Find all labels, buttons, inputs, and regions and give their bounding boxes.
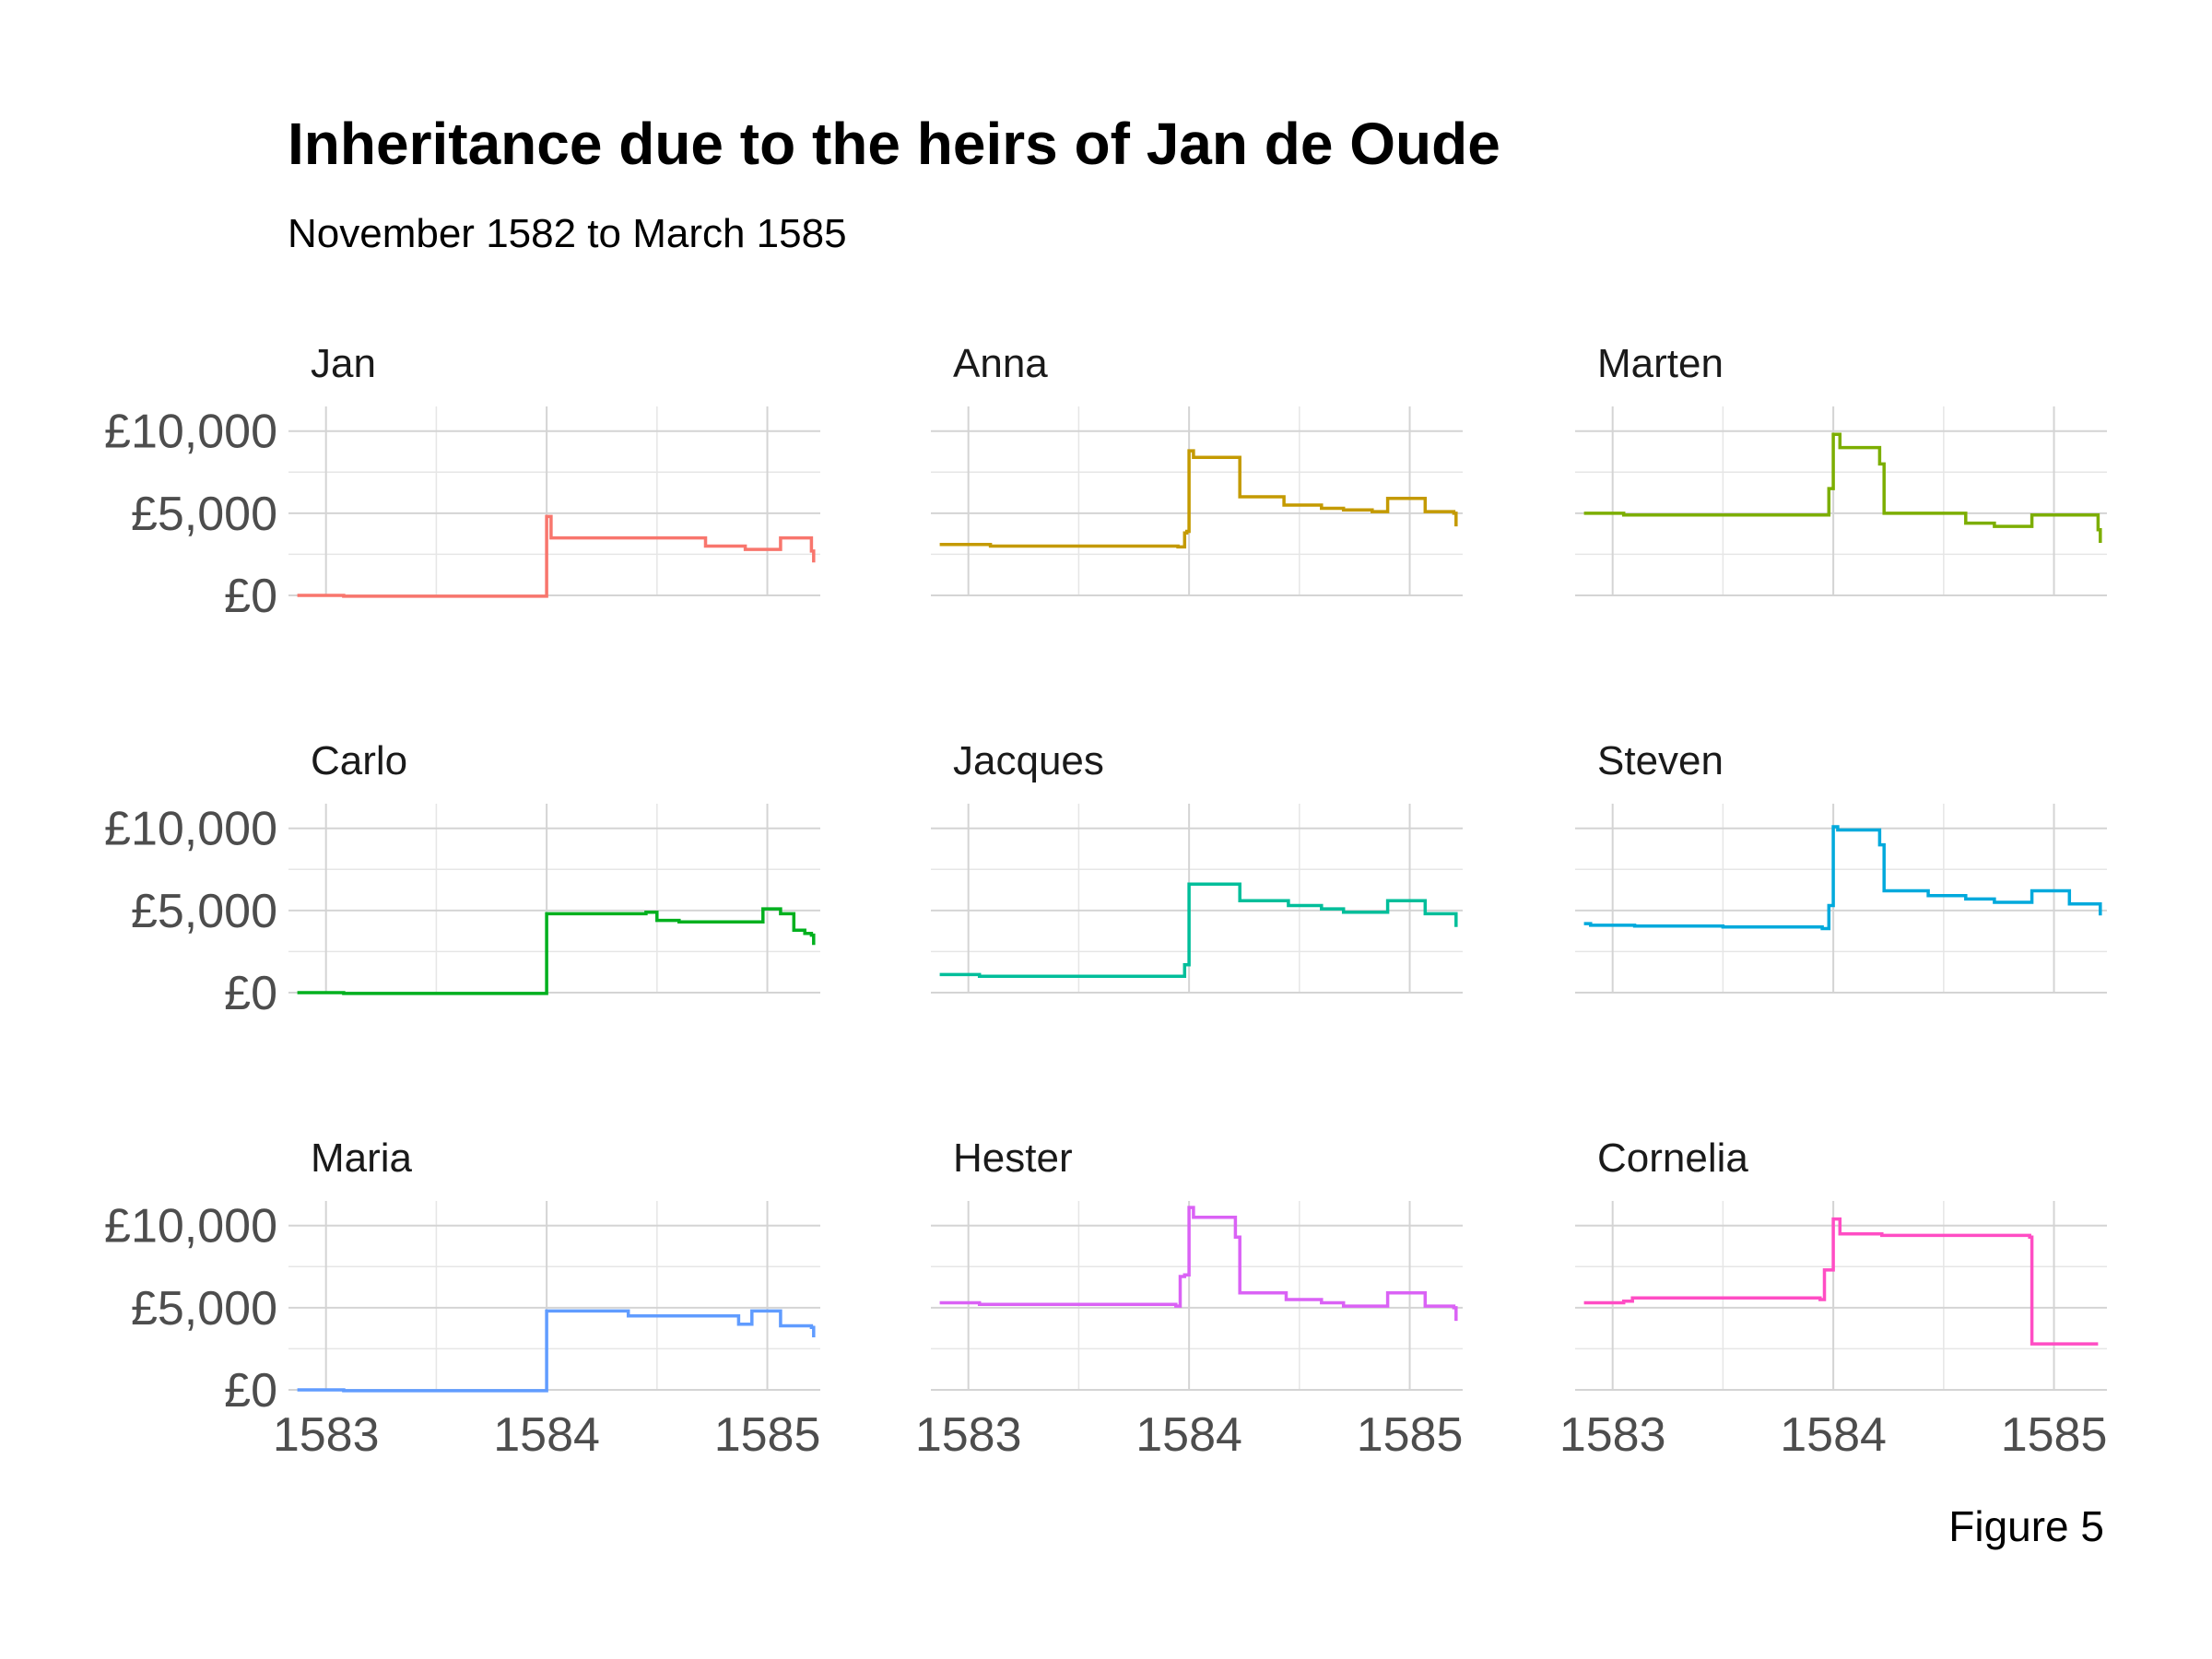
x-tick-label: 1585 bbox=[2001, 1408, 2108, 1462]
facet-panel-carlo: Carlo £0 £5,000 £10,000 bbox=[104, 738, 820, 1020]
series-line-carlo bbox=[297, 907, 816, 995]
series-line-maria bbox=[297, 1309, 816, 1393]
facet-label: Jan bbox=[311, 341, 376, 386]
facet-label: Marten bbox=[1597, 341, 1724, 386]
facet-panel-hester: Hester 1583 1584 1585 bbox=[915, 1135, 1464, 1462]
y-tick-label: £0 bbox=[224, 570, 277, 623]
facet-label: Maria bbox=[311, 1135, 413, 1181]
facet-panel-anna: Anna bbox=[931, 341, 1463, 596]
series-line-jacques bbox=[939, 882, 1458, 978]
facet-label: Cornelia bbox=[1597, 1135, 1748, 1181]
facet-panel-jacques: Jacques bbox=[931, 738, 1463, 994]
x-tick-label: 1583 bbox=[915, 1408, 1022, 1462]
series-line-steven bbox=[1583, 825, 2102, 931]
facet-label: Hester bbox=[953, 1135, 1073, 1181]
series-line-jan bbox=[297, 514, 816, 598]
x-tick-label: 1584 bbox=[1780, 1408, 1887, 1462]
x-tick-label: 1584 bbox=[493, 1408, 600, 1462]
facet-panels: Jan £0 £5,000 £10,000 Anna Marten Carlo £0 £5,00… bbox=[104, 341, 2107, 1462]
series-line-cornelia bbox=[1583, 1217, 2099, 1346]
facet-label: Steven bbox=[1597, 738, 1724, 783]
series-line-marten bbox=[1583, 432, 2102, 543]
y-tick-label: £0 bbox=[224, 967, 277, 1020]
y-tick-label: £5,000 bbox=[131, 1282, 277, 1335]
facet-panel-maria: Maria £0 £5,000 £10,000 1583 1584 1585 bbox=[104, 1135, 820, 1462]
y-tick-label: £0 bbox=[224, 1364, 277, 1418]
facet-panel-steven: Steven bbox=[1575, 738, 2107, 994]
y-tick-label: £5,000 bbox=[131, 885, 277, 938]
x-tick-label: 1585 bbox=[714, 1408, 821, 1462]
facet-panel-cornelia: Cornelia 1583 1584 1585 bbox=[1559, 1135, 2108, 1462]
chart-subtitle: November 1582 to March 1585 bbox=[288, 211, 847, 256]
series-line-anna bbox=[939, 449, 1458, 549]
x-tick-label: 1583 bbox=[273, 1408, 380, 1462]
x-tick-label: 1585 bbox=[1357, 1408, 1464, 1462]
facet-panel-marten: Marten bbox=[1575, 341, 2107, 596]
facet-label: Jacques bbox=[953, 738, 1104, 783]
figure-caption: Figure 5 bbox=[1948, 1502, 2104, 1550]
y-tick-label: £10,000 bbox=[104, 406, 277, 459]
x-tick-label: 1583 bbox=[1559, 1408, 1666, 1462]
chart-title: Inheritance due to the heirs of Jan de O… bbox=[288, 111, 1500, 177]
facet-label: Carlo bbox=[311, 738, 407, 783]
x-tick-label: 1584 bbox=[1135, 1408, 1242, 1462]
y-tick-label: £5,000 bbox=[131, 488, 277, 541]
y-tick-label: £10,000 bbox=[104, 803, 277, 856]
series-line-hester bbox=[939, 1206, 1458, 1322]
facet-panel-jan: Jan £0 £5,000 £10,000 bbox=[104, 341, 820, 623]
y-tick-label: £10,000 bbox=[104, 1200, 277, 1253]
facet-label: Anna bbox=[953, 341, 1048, 386]
